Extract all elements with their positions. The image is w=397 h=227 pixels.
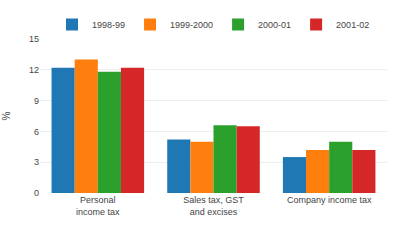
svg-text:Personalincome tax: Personalincome tax xyxy=(76,195,120,217)
svg-text:%: % xyxy=(1,111,12,120)
svg-text:1998-99: 1998-99 xyxy=(92,20,125,30)
svg-text:3: 3 xyxy=(34,157,39,167)
svg-text:Company income tax: Company income tax xyxy=(287,195,372,205)
svg-text:Sales tax, GSTand excises: Sales tax, GSTand excises xyxy=(183,195,244,217)
svg-text:12: 12 xyxy=(29,65,39,75)
svg-text:9: 9 xyxy=(34,96,39,106)
svg-text:6: 6 xyxy=(34,127,39,137)
svg-text:0: 0 xyxy=(34,188,39,198)
svg-text:2001-02: 2001-02 xyxy=(336,20,369,30)
svg-text:2000-01: 2000-01 xyxy=(258,20,291,30)
svg-text:15: 15 xyxy=(29,34,39,44)
svg-text:1999-2000: 1999-2000 xyxy=(170,20,213,30)
